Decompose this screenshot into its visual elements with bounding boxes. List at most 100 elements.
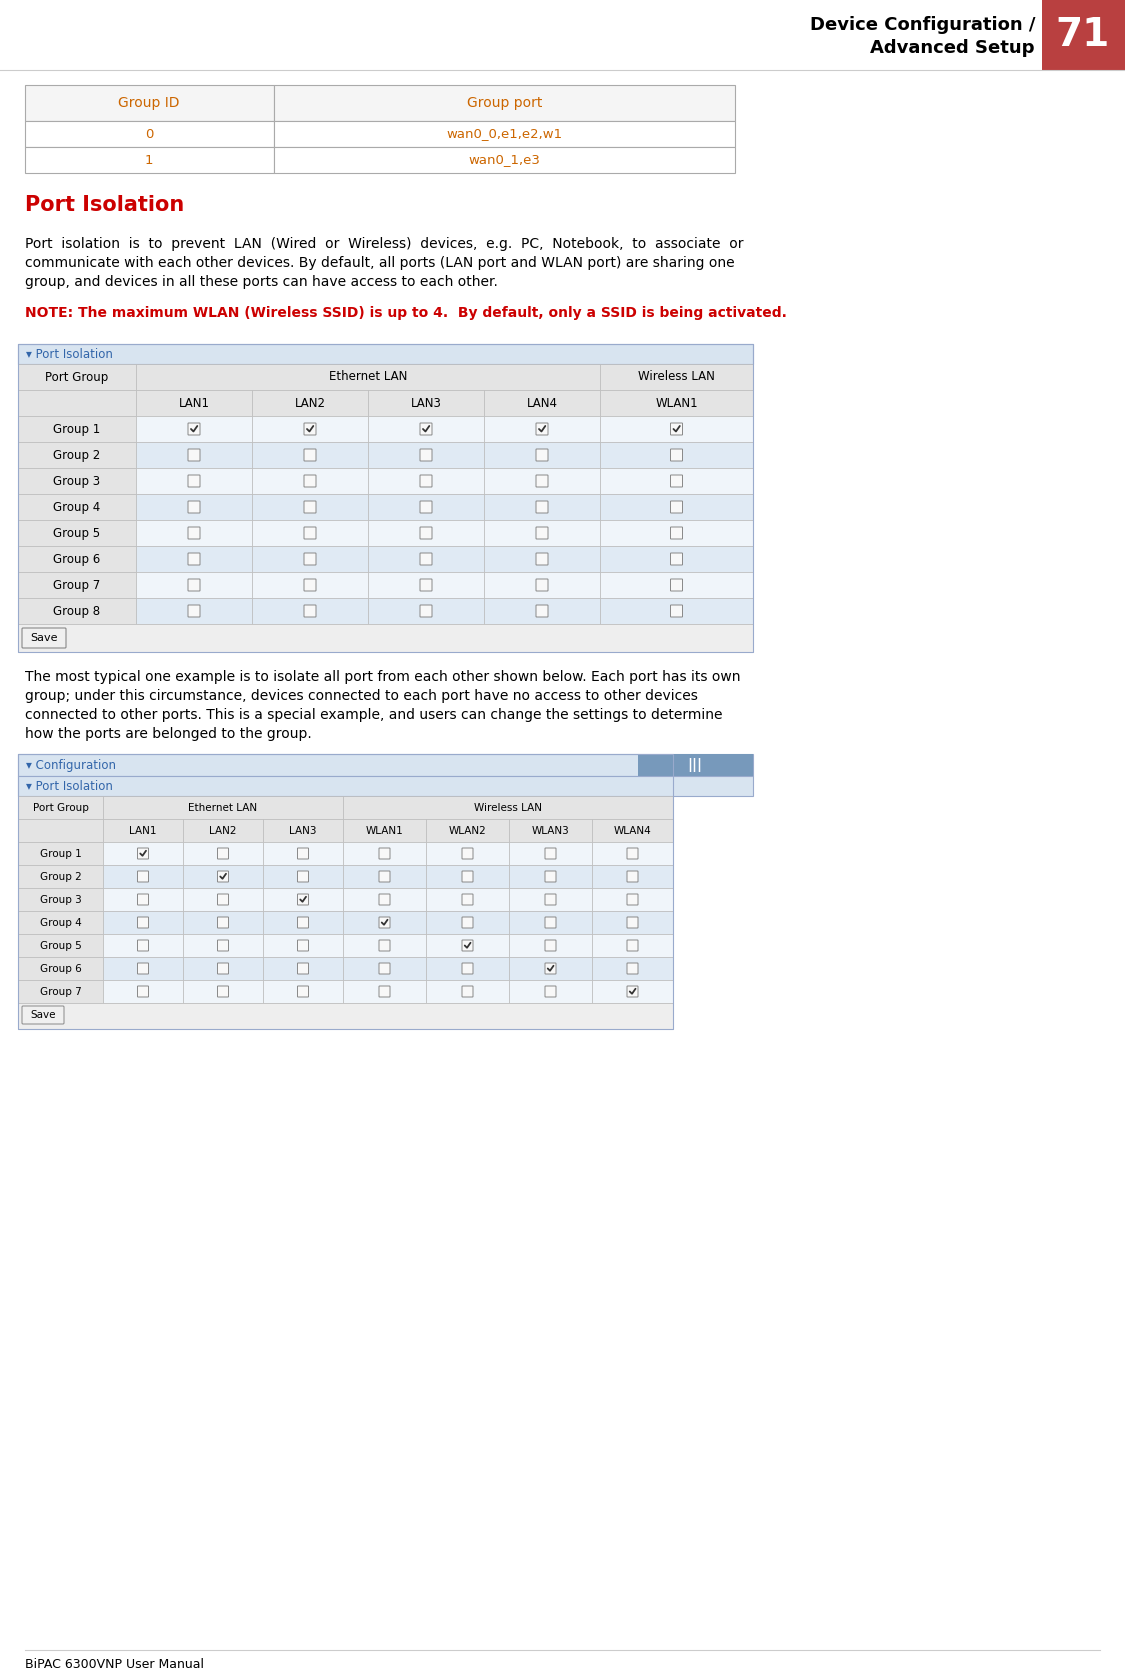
Bar xyxy=(600,494,753,520)
Bar xyxy=(600,364,753,391)
Text: wan0_1,e3: wan0_1,e3 xyxy=(468,154,540,166)
FancyBboxPatch shape xyxy=(544,872,556,882)
Text: LAN2: LAN2 xyxy=(209,826,236,836)
FancyBboxPatch shape xyxy=(462,985,472,997)
Bar xyxy=(508,934,592,957)
Bar xyxy=(183,888,263,912)
Bar xyxy=(18,468,136,494)
Text: Port Isolation: Port Isolation xyxy=(25,194,185,215)
FancyBboxPatch shape xyxy=(670,422,683,436)
FancyBboxPatch shape xyxy=(420,553,432,565)
Bar xyxy=(252,598,368,623)
Bar xyxy=(104,934,183,957)
Text: Port Group: Port Group xyxy=(33,803,89,813)
Bar xyxy=(18,865,104,888)
Bar xyxy=(104,912,183,934)
FancyBboxPatch shape xyxy=(670,474,683,488)
Bar xyxy=(368,520,484,546)
FancyBboxPatch shape xyxy=(379,964,390,974)
Bar xyxy=(18,776,753,796)
Bar xyxy=(104,820,183,841)
FancyBboxPatch shape xyxy=(462,872,472,882)
FancyBboxPatch shape xyxy=(137,985,148,997)
Bar xyxy=(484,391,600,416)
Bar xyxy=(368,546,484,572)
FancyBboxPatch shape xyxy=(137,848,148,860)
Text: group, and devices in all these ports can have access to each other.: group, and devices in all these ports ca… xyxy=(25,275,498,288)
Bar xyxy=(18,572,136,598)
Bar xyxy=(600,598,753,623)
FancyBboxPatch shape xyxy=(188,578,200,592)
FancyBboxPatch shape xyxy=(462,917,472,929)
FancyBboxPatch shape xyxy=(304,422,316,436)
Bar xyxy=(18,754,673,1029)
FancyBboxPatch shape xyxy=(544,848,556,860)
Bar xyxy=(18,344,753,652)
Text: LAN1: LAN1 xyxy=(129,826,156,836)
Bar xyxy=(368,468,484,494)
Bar xyxy=(273,85,735,121)
FancyBboxPatch shape xyxy=(297,848,308,860)
Bar xyxy=(18,1002,673,1029)
Text: Advanced Setup: Advanced Setup xyxy=(871,39,1035,57)
Text: ▾ Port Isolation: ▾ Port Isolation xyxy=(26,347,113,360)
Bar xyxy=(18,888,104,912)
Bar xyxy=(592,957,673,980)
Text: group; under this circumstance, devices connected to each port have no access to: group; under this circumstance, devices … xyxy=(25,689,698,702)
Bar xyxy=(18,820,104,841)
Bar xyxy=(368,572,484,598)
FancyBboxPatch shape xyxy=(670,526,683,540)
FancyBboxPatch shape xyxy=(188,449,200,461)
FancyBboxPatch shape xyxy=(544,917,556,929)
Bar xyxy=(18,912,104,934)
Text: WLAN1: WLAN1 xyxy=(655,397,698,409)
Text: NOTE: The maximum WLAN (Wireless SSID) is up to 4.  By default, only a SSID is b: NOTE: The maximum WLAN (Wireless SSID) i… xyxy=(25,307,786,320)
Bar xyxy=(484,416,600,442)
FancyBboxPatch shape xyxy=(670,449,683,461)
FancyBboxPatch shape xyxy=(627,893,638,905)
Bar xyxy=(263,934,343,957)
FancyBboxPatch shape xyxy=(627,940,638,950)
FancyBboxPatch shape xyxy=(420,449,432,461)
FancyBboxPatch shape xyxy=(536,605,548,617)
FancyBboxPatch shape xyxy=(188,422,200,436)
FancyBboxPatch shape xyxy=(627,985,638,997)
Bar xyxy=(368,416,484,442)
Bar xyxy=(508,865,592,888)
FancyBboxPatch shape xyxy=(379,940,390,950)
FancyBboxPatch shape xyxy=(304,474,316,488)
Bar xyxy=(426,865,508,888)
Bar xyxy=(104,957,183,980)
Text: Group 3: Group 3 xyxy=(54,474,100,488)
Bar xyxy=(136,442,252,468)
Bar xyxy=(508,820,592,841)
Bar xyxy=(368,494,484,520)
Text: LAN4: LAN4 xyxy=(526,397,558,409)
Bar xyxy=(18,391,136,416)
Text: Group 7: Group 7 xyxy=(53,578,100,592)
Bar xyxy=(104,888,183,912)
Text: LAN2: LAN2 xyxy=(295,397,325,409)
Bar xyxy=(183,934,263,957)
Text: Group 3: Group 3 xyxy=(39,895,81,905)
FancyBboxPatch shape xyxy=(217,872,228,882)
Bar xyxy=(426,957,508,980)
Bar xyxy=(592,841,673,865)
FancyBboxPatch shape xyxy=(420,474,432,488)
Text: 0: 0 xyxy=(145,127,153,141)
FancyBboxPatch shape xyxy=(420,422,432,436)
FancyBboxPatch shape xyxy=(304,449,316,461)
FancyBboxPatch shape xyxy=(297,893,308,905)
FancyBboxPatch shape xyxy=(379,893,390,905)
FancyBboxPatch shape xyxy=(462,940,472,950)
Text: Group 4: Group 4 xyxy=(39,917,81,927)
Bar xyxy=(136,520,252,546)
Text: The most typical one example is to isolate all port from each other shown below.: The most typical one example is to isola… xyxy=(25,670,740,684)
Bar xyxy=(343,841,426,865)
Bar xyxy=(273,121,735,147)
Bar xyxy=(252,442,368,468)
Bar xyxy=(18,416,136,442)
Bar xyxy=(183,980,263,1002)
FancyBboxPatch shape xyxy=(420,578,432,592)
Bar xyxy=(508,912,592,934)
